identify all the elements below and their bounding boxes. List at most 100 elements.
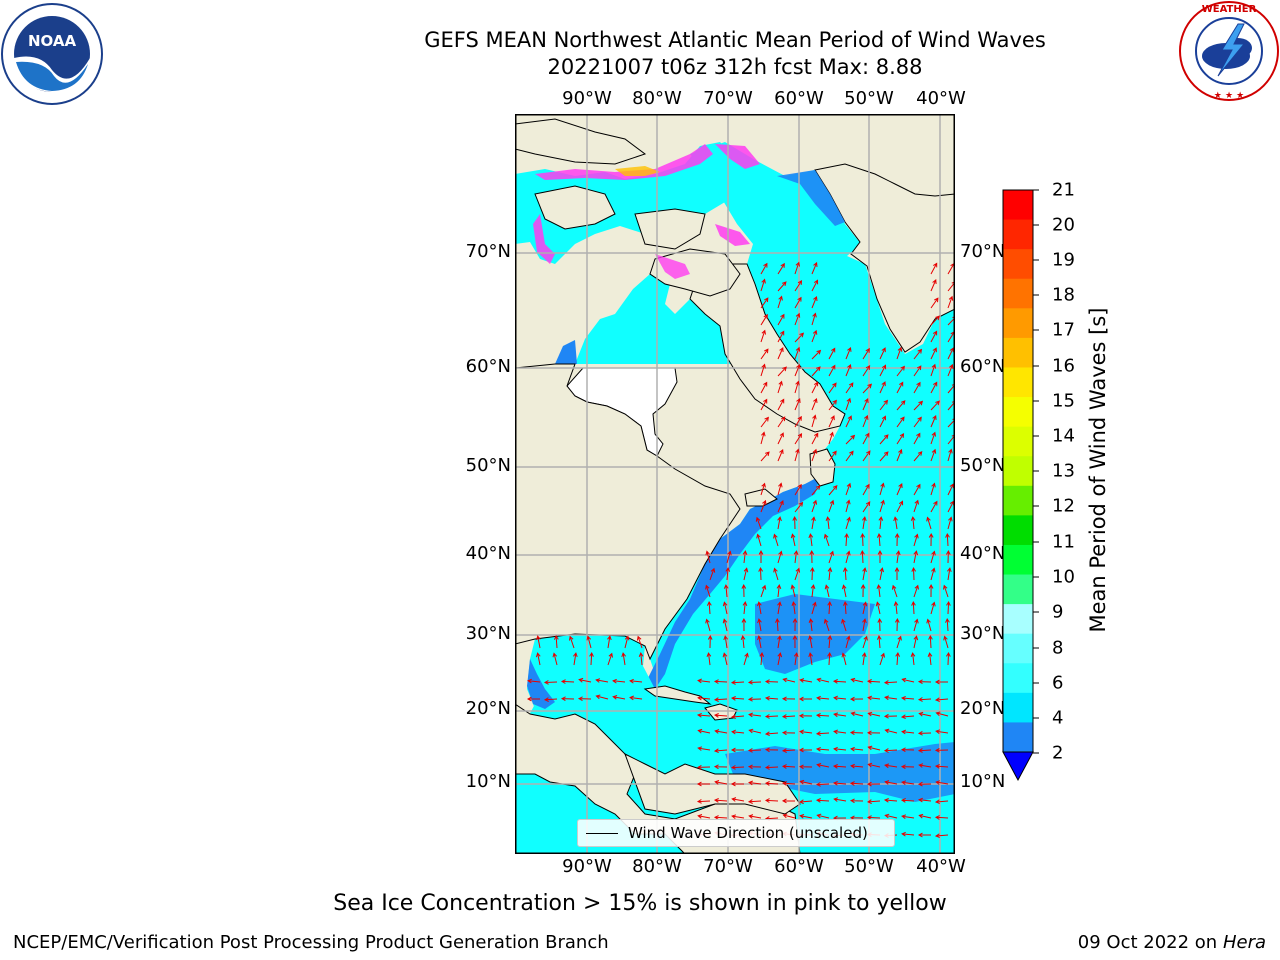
wind-wave-arrow bbox=[917, 748, 932, 753]
wind-wave-arrow bbox=[845, 434, 856, 445]
wind-wave-arrow bbox=[930, 400, 940, 411]
wind-wave-arrow bbox=[943, 635, 949, 649]
wind-wave-arrow bbox=[934, 815, 949, 820]
wind-wave-arrow bbox=[747, 679, 762, 685]
wind-wave-arrow bbox=[760, 262, 768, 275]
wind-wave-arrow bbox=[862, 567, 867, 581]
wind-wave-arrow bbox=[901, 831, 915, 837]
footer-host: Hera bbox=[1222, 932, 1266, 953]
wind-wave-arrow bbox=[930, 431, 936, 445]
colorbar-label: Mean Period of Wind Waves [s] bbox=[1086, 307, 1110, 633]
lat-label-left-20n: 20°N bbox=[465, 698, 511, 719]
wind-wave-arrow bbox=[823, 533, 830, 547]
wind-wave-arrow bbox=[794, 397, 801, 411]
colorbar-segment bbox=[1003, 485, 1033, 516]
wind-wave-arrow bbox=[841, 652, 847, 666]
wind-wave-arrow bbox=[917, 730, 932, 736]
wind-wave-arrow bbox=[930, 279, 937, 292]
wind-wave-arrow bbox=[709, 567, 716, 581]
wind-wave-arrow bbox=[862, 601, 868, 615]
wind-wave-arrow bbox=[883, 713, 898, 719]
wind-wave-arrow bbox=[879, 347, 886, 360]
lon-label-top-80w: 80°W bbox=[632, 88, 682, 109]
wind-wave-arrow bbox=[793, 550, 799, 564]
wind-wave-arrow bbox=[849, 696, 864, 702]
colorbar-tick-label: 15 bbox=[1052, 390, 1075, 412]
wind-wave-arrow bbox=[884, 763, 898, 769]
wind-wave-arrow bbox=[827, 651, 832, 666]
lon-label-bottom-40w: 40°W bbox=[916, 856, 966, 877]
wind-wave-arrow bbox=[928, 583, 934, 598]
wind-wave-arrow bbox=[895, 651, 901, 666]
wind-wave-arrow bbox=[828, 450, 837, 462]
wind-wave-arrow bbox=[879, 652, 885, 666]
wind-wave-arrow bbox=[777, 313, 785, 326]
wind-wave-arrow bbox=[930, 482, 936, 496]
wind-wave-arrow bbox=[811, 312, 817, 326]
wind-wave-arrow bbox=[747, 764, 762, 770]
wind-wave-arrow bbox=[895, 550, 901, 564]
wind-wave-arrow bbox=[730, 714, 745, 720]
wind-wave-arrow bbox=[913, 348, 923, 360]
wind-wave-arrow bbox=[792, 515, 798, 530]
wind-wave-arrow bbox=[811, 499, 818, 513]
wind-wave-arrow bbox=[756, 533, 762, 547]
wind-wave-arrow bbox=[790, 533, 796, 547]
wind-wave-arrow bbox=[875, 601, 881, 615]
wind-wave-arrow bbox=[896, 365, 905, 377]
wind-wave-arrow bbox=[811, 484, 821, 496]
wind-wave-arrow bbox=[862, 618, 867, 632]
wind-wave-arrow bbox=[794, 567, 801, 581]
wind-wave-arrow bbox=[845, 635, 851, 649]
wind-wave-arrow bbox=[896, 346, 903, 360]
wind-wave-arrow bbox=[777, 295, 783, 309]
wind-wave-arrow bbox=[879, 364, 887, 377]
colorbar-segment bbox=[1003, 397, 1033, 428]
wind-wave-arrow bbox=[777, 652, 783, 666]
chart-title: GEFS MEAN Northwest Atlantic Mean Period… bbox=[424, 28, 1046, 52]
wind-wave-arrow bbox=[947, 448, 953, 462]
wind-wave-arrow bbox=[777, 380, 783, 394]
wind-wave-arrow bbox=[781, 730, 796, 736]
colorbar-segment bbox=[1003, 426, 1033, 457]
wind-wave-arrow bbox=[947, 295, 954, 309]
wind-wave-arrow bbox=[825, 516, 831, 530]
wind-wave-arrow bbox=[777, 635, 782, 649]
wind-wave-arrow bbox=[879, 399, 889, 411]
wind-wave-arrow bbox=[811, 432, 819, 445]
colorbar-segment bbox=[1003, 367, 1033, 398]
wind-wave-arrow bbox=[828, 415, 835, 428]
greenland bbox=[814, 163, 955, 353]
wind-wave-arrow bbox=[815, 782, 830, 787]
wind-wave-arrow bbox=[866, 781, 881, 787]
sea-ice-fringe-1 bbox=[535, 144, 713, 180]
wind-wave-arrow bbox=[934, 747, 949, 753]
wind-wave-arrow bbox=[901, 677, 915, 683]
wind-wave-arrow bbox=[862, 450, 871, 462]
wind-wave-arrow bbox=[798, 713, 813, 719]
wind-wave-arrow bbox=[713, 764, 728, 770]
wind-wave-arrow bbox=[781, 714, 796, 719]
wind-wave-arrow bbox=[913, 635, 919, 649]
wind-wave-arrow bbox=[536, 635, 541, 649]
wind-wave-arrow bbox=[828, 364, 836, 377]
wind-wave-arrow bbox=[918, 813, 932, 819]
wind-wave-arrow bbox=[866, 799, 881, 805]
colorbar-tick-label: 20 bbox=[1052, 214, 1075, 236]
colorbar-segment bbox=[1003, 249, 1033, 280]
wind-wave-arrow bbox=[866, 815, 881, 820]
wind-wave-arrow bbox=[845, 363, 852, 377]
wind-wave-arrow bbox=[757, 618, 762, 632]
arctic-waters bbox=[515, 142, 745, 264]
wind-wave-arrow bbox=[776, 584, 782, 598]
colorbar-segment bbox=[1003, 515, 1033, 546]
wind-wave-arrow bbox=[794, 261, 800, 275]
svg-text:WEATHER: WEATHER bbox=[1202, 4, 1257, 15]
wind-wave-arrow bbox=[815, 713, 830, 718]
map-panel bbox=[515, 114, 955, 854]
wind-wave-arrow bbox=[578, 677, 592, 683]
wind-wave-arrow bbox=[552, 652, 558, 666]
wind-wave-arrow bbox=[850, 746, 864, 752]
wind-wave-arrow bbox=[934, 697, 949, 703]
wind-wave-arrow bbox=[828, 431, 834, 445]
